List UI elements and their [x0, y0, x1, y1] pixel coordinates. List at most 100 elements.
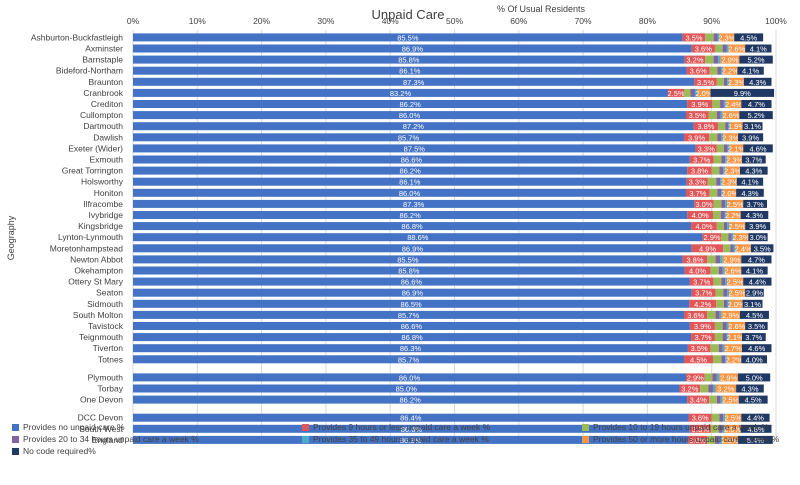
- bar-segment: [725, 166, 740, 175]
- category-label: Seaton: [96, 288, 123, 298]
- bar-segment: [735, 244, 751, 253]
- bar-segment: [702, 233, 722, 242]
- bar-segment: [133, 199, 695, 208]
- bar-segment: [728, 122, 731, 131]
- bar-segment: [739, 111, 773, 120]
- x-axis-ticks: 0% 10% 20% 30% 40% 50% 60% 70% 80% 90% 100%: [127, 16, 787, 26]
- data-label: 86.6%: [401, 322, 423, 331]
- data-label: 4.8%: [748, 425, 765, 434]
- bar-segment: [133, 55, 685, 64]
- bar-segment: [684, 88, 691, 97]
- data-label: 3.5%: [685, 33, 702, 42]
- bar-segment: [711, 413, 720, 422]
- x-tick-label: 20%: [253, 16, 270, 26]
- legend-label: Provides 50 or more hours unpaid care a …: [593, 434, 780, 444]
- bar-segment: [723, 299, 728, 308]
- bar-segment: [705, 55, 714, 64]
- data-label: 3.0%: [749, 233, 766, 242]
- data-label: 4.1%: [746, 267, 763, 276]
- category-label: Holsworthy: [81, 177, 124, 187]
- category-label: Moretonhampstead: [50, 243, 124, 253]
- data-label: 3.3%: [698, 144, 715, 153]
- legend-label: Provides 20 to 34 hours unpaid care a we…: [23, 434, 199, 444]
- bar-segment: [718, 55, 721, 64]
- bar-segment: [709, 66, 718, 75]
- bar-segment: [738, 395, 768, 404]
- data-label: 3.7%: [745, 333, 762, 342]
- bar-segment: [133, 395, 688, 404]
- bar-segment: [736, 188, 764, 197]
- bar-segment: [691, 244, 724, 253]
- data-label: 1.9%: [728, 122, 745, 131]
- data-label: 2.0%: [695, 89, 712, 98]
- bar-segment: [715, 384, 737, 393]
- legend-label: Provides no unpaid care %: [23, 422, 125, 432]
- data-label: 2.3%: [728, 78, 745, 87]
- bar-segment: [738, 373, 771, 382]
- bar-segment: [734, 33, 764, 42]
- data-label: 85.7%: [398, 355, 420, 364]
- legend-label: No code required%: [23, 446, 96, 456]
- bar-segment: [709, 133, 718, 142]
- bar-segment: [713, 277, 722, 286]
- bar-segment: [133, 344, 688, 353]
- category-label: Cranbrook: [83, 88, 123, 98]
- x-tick-label: 70%: [575, 16, 592, 26]
- bar-segment: [679, 384, 701, 393]
- data-label: 85.5%: [397, 255, 419, 264]
- bar-segment: [691, 333, 715, 342]
- bar-segment: [741, 344, 772, 353]
- bar-segment: [718, 122, 726, 131]
- bar-segment: [133, 266, 685, 275]
- bar-segment: [738, 435, 773, 444]
- category-label: Great Torrington: [62, 166, 124, 176]
- bar-segment: [684, 266, 711, 275]
- category-label: Dartmouth: [83, 121, 123, 131]
- bar-segment: [713, 33, 718, 42]
- bar-segment: [719, 166, 724, 175]
- data-label: 2.2%: [722, 67, 739, 76]
- bar-segment: [729, 288, 746, 297]
- bar-segment: [725, 413, 742, 422]
- bar-segment: [133, 133, 685, 142]
- data-label: 2.4%: [725, 100, 742, 109]
- data-label: 2.2%: [725, 211, 742, 220]
- bar-segment: [133, 384, 680, 393]
- category-labels: Ashburton-Buckfastleigh AxminsterBarnstap…: [31, 32, 124, 444]
- bar-segment: [684, 55, 706, 64]
- bar-segment: [722, 322, 727, 330]
- data-label: 87.5%: [404, 144, 426, 153]
- data-label: 3.7%: [694, 333, 711, 342]
- category-label: Ivybridge: [89, 210, 124, 220]
- data-label: 3.5%: [689, 111, 706, 120]
- bar-segment: [715, 310, 720, 319]
- category-label: DCC Devon: [78, 413, 124, 423]
- bar-segment: [727, 199, 744, 208]
- data-label: 3.7%: [689, 189, 706, 198]
- bar-segment: [724, 424, 741, 433]
- category-label: Bideford-Northam: [56, 66, 123, 76]
- data-label: 85.7%: [398, 311, 420, 320]
- bar-segment: [133, 166, 688, 175]
- bar-segment: [714, 44, 723, 53]
- data-label: 86.1%: [399, 178, 421, 187]
- bar-segment: [133, 33, 683, 42]
- bar-segment: [716, 299, 724, 308]
- data-label: 85.8%: [398, 56, 420, 65]
- bar-segment: [685, 373, 705, 382]
- data-label: 86.0%: [399, 189, 421, 198]
- data-label: 3.0%: [689, 436, 706, 445]
- category-label: Braunton: [89, 77, 124, 87]
- bar-segment: [727, 222, 730, 231]
- legend-swatch: [582, 424, 589, 431]
- bar-segment: [691, 44, 715, 53]
- bar-segment: [715, 255, 721, 264]
- data-label: 2.9%: [687, 373, 704, 382]
- bar-segment: [728, 233, 732, 242]
- bar-segment: [741, 413, 770, 422]
- bar-segment: [719, 33, 735, 42]
- bar-segment: [726, 333, 729, 342]
- bar-segment: [730, 244, 734, 253]
- data-label: 3.7%: [693, 278, 710, 287]
- bar-segment: [133, 222, 692, 231]
